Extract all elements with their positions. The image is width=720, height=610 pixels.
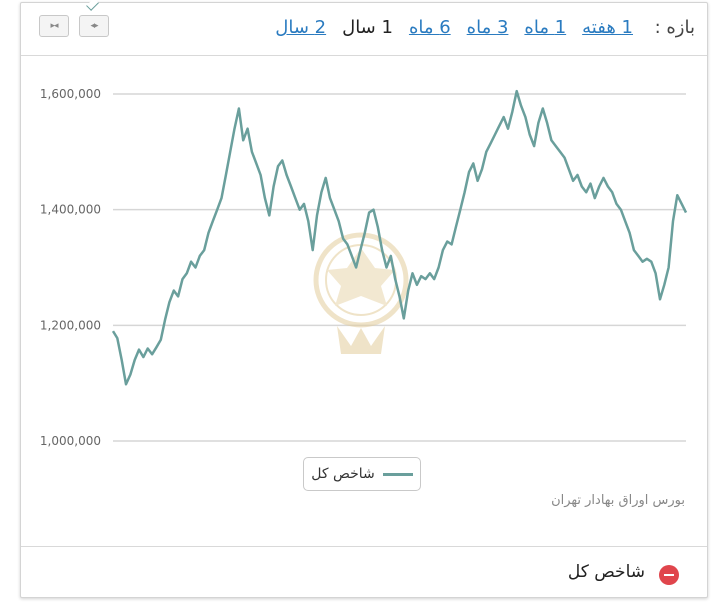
series-footer: شاخص کل xyxy=(21,546,707,598)
range-option[interactable]: 1 سال xyxy=(342,17,393,38)
grid-layer xyxy=(113,93,686,442)
y-tick-label: 1,200,000 xyxy=(40,318,101,332)
legend[interactable]: شاخص کل xyxy=(303,457,421,491)
zoom-out-icon: ▸◂ xyxy=(90,21,98,31)
exchange-logo-watermark xyxy=(313,232,409,354)
range-option[interactable]: 3 ماه xyxy=(466,17,509,38)
range-option[interactable]: 2 سال xyxy=(275,17,327,38)
y-axis-ticks: 1,000,000 1,200,000 1,400,000 1,600,000 xyxy=(40,87,101,448)
range-selector: بازه : 1 هفته 1 ماه 3 ماه 6 ماه 1 سال 2 سال ◂… xyxy=(21,3,707,56)
series-layer xyxy=(111,89,688,386)
range-options: 1 هفته 1 ماه 3 ماه 6 ماه 1 سال 2 سال xyxy=(275,17,633,38)
chart-area: 1,000,000 1,200,000 1,400,000 1,600,000 شاخ… xyxy=(21,56,707,546)
range-option[interactable]: 1 ماه xyxy=(524,17,567,38)
series-line[interactable] xyxy=(111,89,688,386)
remove-icon[interactable] xyxy=(659,565,679,585)
line-chart: 1,000,000 1,200,000 1,400,000 1,600,000 xyxy=(40,87,688,448)
chart-card: بازه : 1 هفته 1 ماه 3 ماه 6 ماه 1 سال 2 سال ◂… xyxy=(20,0,708,598)
range-option[interactable]: 6 ماه xyxy=(408,17,451,38)
zoom-in-button[interactable]: ◂▸ xyxy=(39,15,69,37)
range-option[interactable]: 1 هفته xyxy=(582,17,633,38)
y-tick-label: 1,400,000 xyxy=(40,203,101,217)
range-label: بازه : xyxy=(654,17,695,38)
footer-series-label: شاخص کل xyxy=(567,562,645,582)
legend-swatch xyxy=(382,472,413,476)
y-tick-label: 1,600,000 xyxy=(40,87,101,101)
zoom-out-button[interactable]: ▸◂ xyxy=(79,15,109,37)
legend-label: شاخص کل xyxy=(311,466,375,482)
source-credit: بورس اوراق بهادار تهران xyxy=(551,493,685,508)
y-tick-label: 1,000,000 xyxy=(40,434,101,448)
zoom-in-icon: ◂▸ xyxy=(50,21,58,31)
